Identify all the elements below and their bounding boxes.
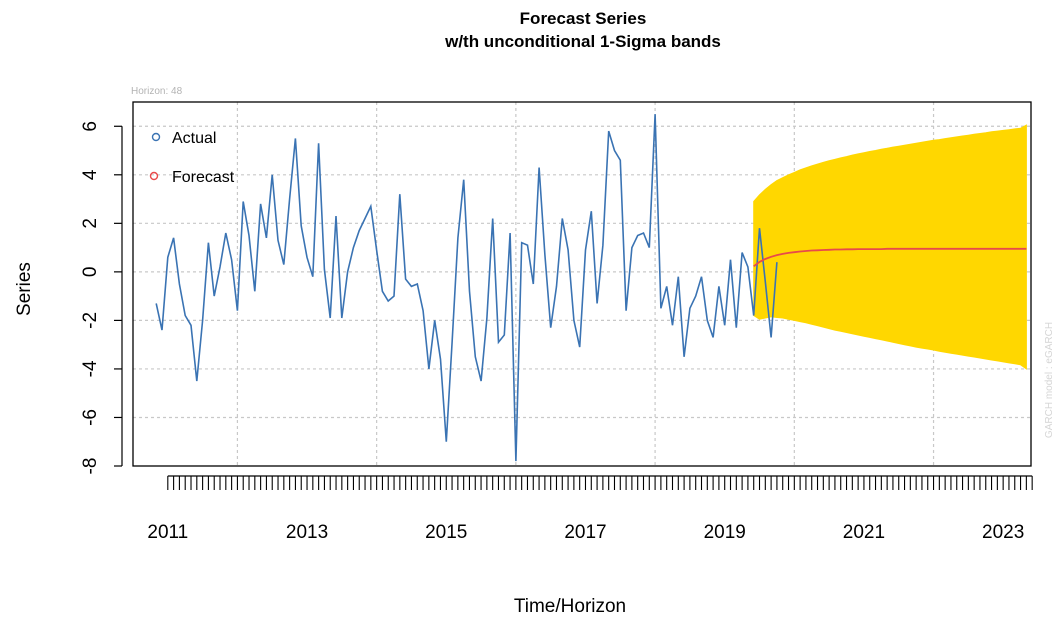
axes: -8 -6 -4 -2 0 2 4 6 2011 2013 2015 2017 2019 2021 2023 bbox=[80, 121, 1033, 543]
x-tick-label: 2013 bbox=[286, 522, 328, 543]
y-tick-label: -6 bbox=[80, 409, 101, 426]
x-tick-label: 2017 bbox=[564, 522, 606, 543]
x-axis-label: Time/Horizon bbox=[514, 596, 626, 617]
y-axis-label: Series bbox=[14, 262, 35, 316]
y-tick-label: 6 bbox=[80, 121, 101, 132]
forecast-series-line bbox=[753, 247, 1027, 268]
actual-series-line bbox=[155, 114, 778, 462]
sigma-band bbox=[753, 124, 1027, 370]
y-tick-label: -2 bbox=[80, 312, 101, 329]
x-tick-label: 2023 bbox=[982, 522, 1024, 543]
legend: Actual Forecast bbox=[149, 130, 235, 186]
chart-subtitle: w/th unconditional 1-Sigma bands bbox=[444, 32, 721, 51]
plot-frame bbox=[132, 101, 1032, 467]
x-tick-label: 2019 bbox=[704, 522, 746, 543]
sigma-band-area bbox=[753, 124, 1027, 370]
x-tick-label: 2011 bbox=[147, 522, 188, 543]
x-tick-label: 2015 bbox=[425, 522, 467, 543]
x-tick-label: 2021 bbox=[843, 522, 885, 543]
series-lines bbox=[155, 114, 1027, 462]
chart-title: Forecast Series bbox=[520, 9, 647, 28]
legend-marker-actual bbox=[151, 132, 161, 142]
y-tick-label: 2 bbox=[80, 218, 101, 229]
legend-label-forecast: Forecast bbox=[172, 169, 235, 186]
y-tick-label: 4 bbox=[80, 169, 101, 180]
y-tick-label: -8 bbox=[80, 458, 101, 475]
legend-marker-forecast bbox=[149, 171, 159, 181]
y-tick-label: -4 bbox=[80, 360, 101, 377]
horizon-label: Horizon: 48 bbox=[131, 86, 183, 97]
model-side-note: GARCH model : eGARCH bbox=[1044, 322, 1055, 438]
y-tick-label: 0 bbox=[80, 267, 101, 278]
legend-label-actual: Actual bbox=[172, 130, 216, 147]
